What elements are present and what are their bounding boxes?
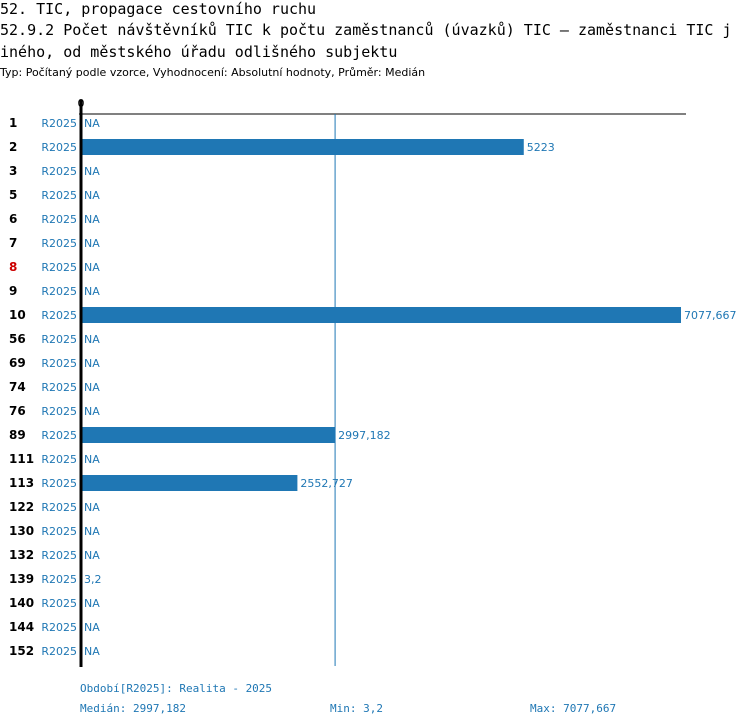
data-label: 5223 bbox=[527, 141, 555, 154]
data-label: NA bbox=[84, 333, 100, 346]
data-label: NA bbox=[84, 597, 100, 610]
data-label: NA bbox=[84, 213, 100, 226]
series-label: R2025 bbox=[41, 525, 77, 538]
category-label: 139 bbox=[9, 572, 34, 586]
series-label: R2025 bbox=[41, 549, 77, 562]
category-label: 6 bbox=[9, 212, 17, 226]
data-label: NA bbox=[84, 621, 100, 634]
series-label: R2025 bbox=[41, 645, 77, 658]
data-label: NA bbox=[84, 357, 100, 370]
category-label: 10 bbox=[9, 308, 26, 322]
category-label: 3 bbox=[9, 164, 17, 178]
category-label: 74 bbox=[9, 380, 26, 394]
category-label: 111 bbox=[9, 452, 34, 466]
data-label: NA bbox=[84, 501, 100, 514]
data-label: NA bbox=[84, 117, 100, 130]
series-label: R2025 bbox=[41, 333, 77, 346]
category-label: 122 bbox=[9, 500, 34, 514]
series-label: R2025 bbox=[41, 261, 77, 274]
bar bbox=[81, 427, 336, 443]
category-label: 9 bbox=[9, 284, 17, 298]
footer-max: Max: 7077,667 bbox=[530, 702, 617, 715]
data-label: NA bbox=[84, 525, 100, 538]
series-label: R2025 bbox=[41, 213, 77, 226]
category-label: 56 bbox=[9, 332, 26, 346]
data-label: NA bbox=[84, 453, 100, 466]
series-label: R2025 bbox=[41, 165, 77, 178]
data-label: 7077,667 bbox=[684, 309, 737, 322]
series-label: R2025 bbox=[41, 285, 77, 298]
series-label: R2025 bbox=[41, 429, 77, 442]
series-label: R2025 bbox=[41, 237, 77, 250]
series-label: R2025 bbox=[41, 477, 77, 490]
footer-min: Min: 3,2 bbox=[330, 702, 383, 715]
series-label: R2025 bbox=[41, 309, 77, 322]
category-label: 113 bbox=[9, 476, 34, 490]
category-label: 2 bbox=[9, 140, 17, 154]
category-label: 7 bbox=[9, 236, 17, 250]
series-label: R2025 bbox=[41, 357, 77, 370]
series-label: R2025 bbox=[41, 573, 77, 586]
data-label: 2552,727 bbox=[300, 477, 353, 490]
chart-title-line2: iného, od městského úřadu odlišného subj… bbox=[0, 43, 398, 61]
data-label: NA bbox=[84, 261, 100, 274]
data-label: 2997,182 bbox=[338, 429, 391, 442]
data-label: 3,2 bbox=[84, 573, 102, 586]
chart-section-title: 52. TIC, propagace cestovního ruchu bbox=[0, 0, 317, 18]
category-label: 140 bbox=[9, 596, 34, 610]
bar bbox=[81, 475, 298, 491]
data-label: NA bbox=[84, 549, 100, 562]
category-label: 5 bbox=[9, 188, 17, 202]
data-label: NA bbox=[84, 237, 100, 250]
footer-period: Období[R2025]: Realita - 2025 bbox=[80, 682, 273, 695]
category-label: 144 bbox=[9, 620, 34, 634]
series-label: R2025 bbox=[41, 381, 77, 394]
series-label: R2025 bbox=[41, 453, 77, 466]
series-label: R2025 bbox=[41, 117, 77, 130]
category-label: 76 bbox=[9, 404, 26, 418]
data-label: NA bbox=[84, 381, 100, 394]
series-label: R2025 bbox=[41, 501, 77, 514]
data-label: NA bbox=[84, 645, 100, 658]
series-label: R2025 bbox=[41, 141, 77, 154]
category-label: 89 bbox=[9, 428, 26, 442]
category-label: 1 bbox=[9, 116, 17, 130]
data-label: NA bbox=[84, 165, 100, 178]
series-label: R2025 bbox=[41, 189, 77, 202]
bar bbox=[81, 139, 524, 155]
footer-median: Medián: 2997,182 bbox=[80, 702, 186, 715]
data-label: NA bbox=[84, 405, 100, 418]
series-label: R2025 bbox=[41, 621, 77, 634]
data-label: NA bbox=[84, 189, 100, 202]
category-label: 8 bbox=[9, 260, 17, 274]
chart-subtitle: Typ: Počítaný podle vzorce, Vyhodnocení:… bbox=[0, 66, 426, 79]
bar bbox=[81, 307, 681, 323]
data-label: NA bbox=[84, 285, 100, 298]
series-label: R2025 bbox=[41, 405, 77, 418]
category-label: 132 bbox=[9, 548, 34, 562]
category-label: 69 bbox=[9, 356, 26, 370]
chart-title-line1: 52.9.2 Počet návštěvníků TIC k počtu zam… bbox=[0, 21, 732, 39]
series-label: R2025 bbox=[41, 597, 77, 610]
category-label: 130 bbox=[9, 524, 34, 538]
category-label: 152 bbox=[9, 644, 34, 658]
